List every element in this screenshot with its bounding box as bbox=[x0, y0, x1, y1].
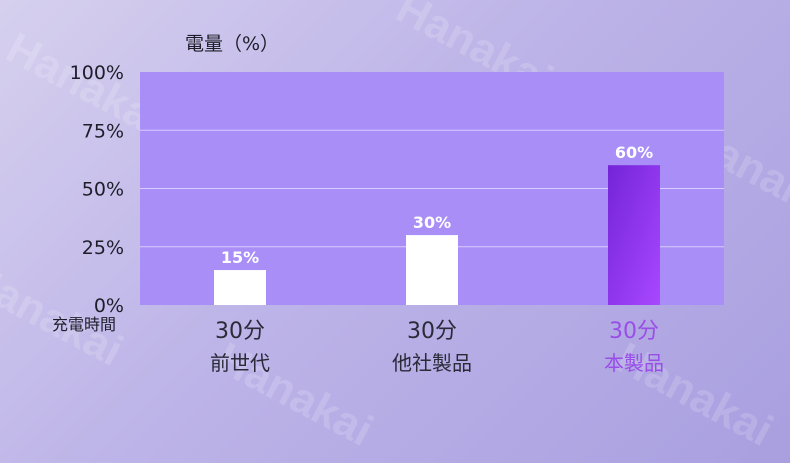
category-name-label: 本製品 bbox=[604, 351, 664, 375]
category-name-label: 他社製品 bbox=[392, 351, 472, 375]
x-axis-title: 充電時間 bbox=[52, 315, 116, 334]
bar-value-label: 60% bbox=[615, 143, 653, 162]
category-time-label: 30分 bbox=[609, 319, 659, 344]
y-tick-label: 0% bbox=[94, 295, 124, 317]
bars bbox=[214, 165, 660, 305]
bar bbox=[214, 270, 266, 305]
bar-data-labels: 15% 30% 60% bbox=[221, 143, 653, 267]
bar-value-label: 30% bbox=[413, 213, 451, 232]
bar bbox=[608, 165, 660, 305]
y-tick-label: 75% bbox=[82, 120, 124, 142]
category-time-label: 30分 bbox=[215, 319, 265, 344]
category-name-label: 前世代 bbox=[210, 351, 270, 375]
y-tick-label: 50% bbox=[82, 179, 124, 201]
bar-value-label: 15% bbox=[221, 248, 259, 267]
category-time-label: 30分 bbox=[407, 319, 457, 344]
y-axis-title: 電量（%） bbox=[185, 33, 279, 55]
y-tick-label: 100% bbox=[70, 62, 124, 84]
y-tick-labels: 0% 25% 50% 75% 100% bbox=[70, 62, 124, 317]
bar bbox=[406, 235, 458, 305]
y-tick-label: 25% bbox=[82, 237, 124, 259]
